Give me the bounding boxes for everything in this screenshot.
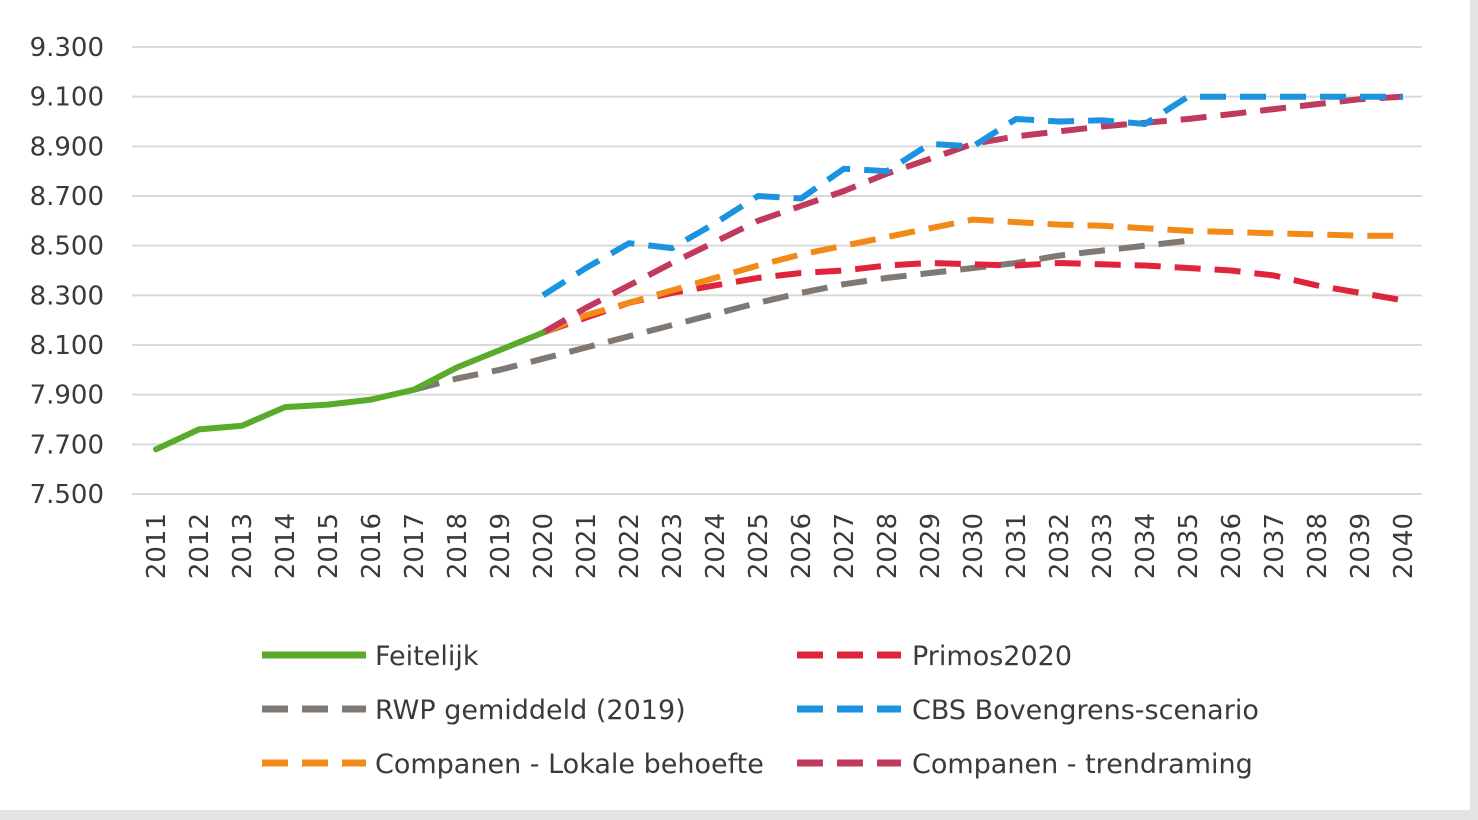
legend-label: CBS Bovengrens-scenario — [912, 695, 1259, 726]
x-tick-label: 2011 — [142, 513, 172, 579]
y-tick-label: 8.700 — [30, 182, 104, 212]
x-tick-label: 2016 — [357, 513, 387, 579]
x-tick-label: 2027 — [830, 513, 860, 579]
y-tick-label: 7.500 — [30, 480, 104, 510]
y-tick-label: 9.300 — [30, 33, 104, 63]
x-tick-label: 2022 — [615, 513, 645, 579]
x-tick-label: 2020 — [529, 513, 559, 579]
y-tick-label: 8.900 — [30, 132, 104, 162]
series-lines — [153, 93, 1404, 453]
x-tick-label: 2026 — [787, 513, 817, 579]
x-tick-label: 2040 — [1389, 513, 1419, 579]
x-tick-label: 2029 — [916, 513, 946, 579]
x-tick-label: 2037 — [1260, 513, 1290, 579]
series-line-companen-trendraming — [541, 93, 1404, 336]
x-tick-label: 2039 — [1346, 513, 1376, 579]
x-tick-label: 2014 — [271, 513, 301, 579]
x-tick-label: 2017 — [400, 513, 430, 579]
x-tick-label: 2032 — [1045, 513, 1075, 579]
legend-label: Feitelijk — [375, 641, 479, 672]
x-axis-ticks: 2011 2012 2013 2014 2015 2016 2017 2018 2019 2020… — [142, 513, 1419, 579]
x-tick-label: 2012 — [185, 513, 215, 579]
legend: Feitelijk Primos2020 RWP gemiddeld (2019) C… — [262, 641, 1259, 780]
legend-label: Primos2020 — [912, 641, 1072, 672]
x-tick-label: 2036 — [1217, 513, 1247, 579]
legend-label: Companen - Lokale behoefte — [375, 749, 764, 780]
x-tick-label: 2033 — [1088, 513, 1118, 579]
x-tick-label: 2038 — [1303, 513, 1333, 579]
series-line-feitelijk — [153, 329, 546, 453]
x-tick-label: 2034 — [1131, 513, 1161, 579]
x-tick-label: 2024 — [701, 513, 731, 579]
series-line-companen-lokale-behoefte — [541, 216, 1403, 336]
x-tick-label: 2030 — [959, 513, 989, 579]
y-axis-ticks: 9.300 9.100 8.900 8.700 8.500 8.300 8.100 7.900… — [30, 33, 104, 510]
y-tick-label: 8.100 — [30, 331, 104, 361]
x-tick-label: 2023 — [658, 513, 688, 579]
series-line-rwp-gemiddeld-2019 — [413, 237, 1189, 393]
y-tick-label: 8.500 — [30, 232, 104, 262]
legend-label: Companen - trendraming — [912, 749, 1253, 780]
y-tick-label: 9.100 — [30, 83, 104, 113]
x-tick-label: 2013 — [228, 513, 258, 579]
x-tick-label: 2031 — [1002, 513, 1032, 579]
legend-label: RWP gemiddeld (2019) — [375, 695, 686, 726]
y-tick-label: 7.700 — [30, 430, 104, 460]
y-tick-label: 8.300 — [30, 281, 104, 311]
x-tick-label: 2035 — [1174, 513, 1204, 579]
grid-lines — [132, 46, 1422, 495]
x-tick-label: 2025 — [744, 513, 774, 579]
x-tick-label: 2019 — [486, 513, 516, 579]
x-tick-label: 2015 — [314, 513, 344, 579]
series-line-primos2020 — [542, 260, 1404, 336]
series-line-cbs-bovengrens-scenario — [541, 93, 1403, 298]
x-tick-label: 2028 — [873, 513, 903, 579]
x-tick-label: 2021 — [572, 513, 602, 579]
y-tick-label: 7.900 — [30, 381, 104, 411]
x-tick-label: 2018 — [443, 513, 473, 579]
